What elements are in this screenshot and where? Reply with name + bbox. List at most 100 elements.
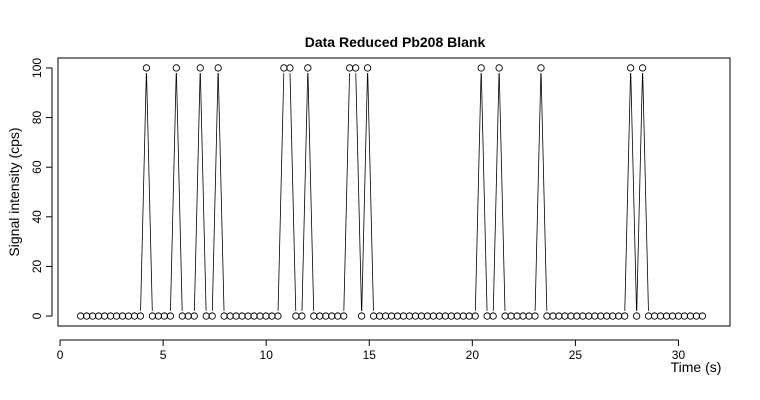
- series-segment: [277, 73, 285, 311]
- series-segment: [355, 73, 362, 311]
- data-point: [447, 312, 455, 320]
- x-tick-label: 10: [260, 348, 274, 362]
- data-point: [190, 312, 198, 320]
- data-point: [537, 64, 545, 72]
- data-point: [525, 312, 533, 320]
- data-point: [561, 312, 569, 320]
- data-point: [196, 64, 204, 72]
- data-point: [83, 312, 91, 320]
- data-point: [603, 312, 611, 320]
- data-point: [615, 312, 623, 320]
- series-segment: [289, 73, 297, 311]
- data-point: [118, 312, 127, 320]
- data-point: [387, 312, 396, 320]
- data-point: [567, 312, 575, 320]
- data-point: [357, 312, 366, 320]
- data-point: [136, 312, 145, 320]
- data-point: [579, 312, 587, 320]
- series-segment: [140, 73, 147, 311]
- data-point: [393, 312, 402, 320]
- data-point: [501, 312, 509, 320]
- data-point: [262, 312, 270, 320]
- data-point: [130, 312, 139, 320]
- data-point: [543, 312, 551, 320]
- data-point: [232, 312, 240, 320]
- data-point: [238, 312, 246, 320]
- data-point: [340, 312, 348, 320]
- data-point: [202, 312, 210, 320]
- x-tick-label: 5: [160, 348, 167, 362]
- data-point: [632, 312, 641, 320]
- y-axis: 0 20 40 60 80 100: [30, 58, 53, 319]
- data-point: [507, 312, 515, 320]
- x-tick-label: 0: [57, 348, 64, 362]
- data-point: [650, 312, 659, 320]
- data-point: [178, 312, 186, 320]
- data-point: [399, 312, 408, 320]
- series-segment: [642, 73, 649, 311]
- data-point: [310, 312, 318, 320]
- data-point: [369, 312, 378, 320]
- data-point: [334, 312, 342, 320]
- data-point: [381, 312, 390, 320]
- x-tick-label: 20: [466, 348, 480, 362]
- data-point: [304, 64, 312, 72]
- data-point: [292, 312, 300, 320]
- data-point: [88, 312, 97, 320]
- series-segment: [193, 73, 201, 311]
- y-axis-label: Signal intensity (cps): [6, 127, 22, 256]
- data-point: [513, 312, 521, 320]
- series-segment: [361, 73, 368, 311]
- data-point: [686, 312, 695, 320]
- y-tick-label: 60: [30, 160, 44, 174]
- data-point: [549, 312, 557, 320]
- series-segment: [217, 73, 225, 311]
- series-segment: [170, 73, 177, 311]
- data-point: [597, 312, 605, 320]
- data-point: [322, 312, 330, 320]
- series-segment: [176, 73, 183, 311]
- data-point: [274, 312, 282, 320]
- series-segment: [630, 73, 637, 311]
- data-point: [94, 312, 103, 320]
- data-point: [477, 64, 485, 72]
- data-point: [531, 312, 539, 320]
- series-points: [77, 64, 707, 320]
- x-axis: 0 5 10 15 20 25 30: [57, 339, 685, 362]
- data-point: [417, 312, 426, 320]
- data-point: [106, 312, 115, 320]
- series-segment: [534, 73, 542, 311]
- data-point: [585, 312, 593, 320]
- data-point: [674, 312, 683, 320]
- series-segment: [480, 73, 488, 311]
- series-segment: [307, 73, 315, 311]
- y-tick-label: 80: [30, 111, 44, 125]
- data-point: [644, 312, 653, 320]
- data-point: [124, 312, 133, 320]
- x-tick-label: 15: [363, 348, 377, 362]
- chart-title: Data Reduced Pb208 Blank: [305, 34, 486, 50]
- data-point: [214, 64, 222, 72]
- data-point: [184, 312, 192, 320]
- data-point: [609, 312, 617, 320]
- series-segment: [211, 73, 219, 311]
- series-segment: [636, 73, 643, 311]
- data-point: [298, 312, 306, 320]
- data-point: [268, 312, 276, 320]
- x-axis-label: Time (s): [671, 359, 722, 375]
- data-point: [429, 312, 438, 320]
- data-point: [346, 64, 354, 72]
- data-point: [244, 312, 252, 320]
- data-point: [638, 64, 647, 72]
- data-point: [555, 312, 563, 320]
- data-point: [142, 64, 151, 72]
- x-tick-label: 25: [569, 348, 583, 362]
- plot-area: [57, 57, 731, 327]
- data-point: [573, 312, 581, 320]
- series-segment: [492, 73, 500, 311]
- data-point: [172, 64, 180, 72]
- data-point: [286, 64, 294, 72]
- data-point: [256, 312, 264, 320]
- series-segment: [146, 73, 153, 311]
